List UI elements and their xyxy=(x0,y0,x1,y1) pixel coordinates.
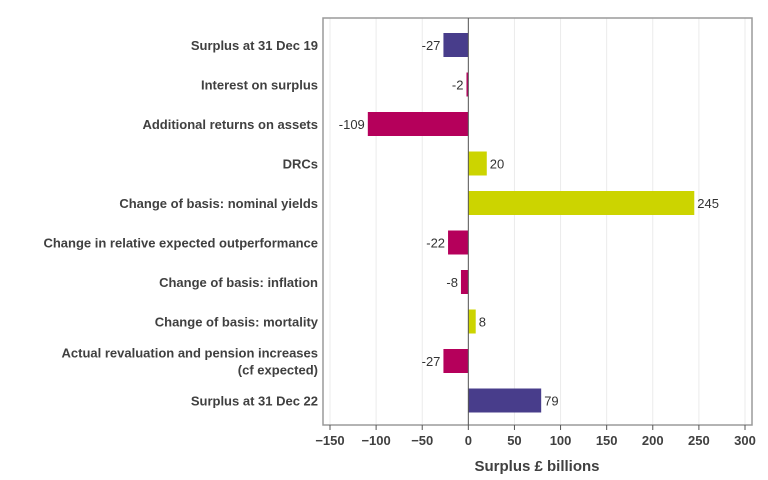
bar-2 xyxy=(367,112,469,136)
data-label-3: 20 xyxy=(490,157,504,172)
category-label-8-line-1: (cf expected) xyxy=(238,363,318,378)
grid-lines xyxy=(329,18,746,425)
category-label-4: Change of basis: nominal yields xyxy=(119,196,318,211)
bar-1 xyxy=(466,72,469,97)
data-label-6: -8 xyxy=(446,275,458,290)
data-label-1: -2 xyxy=(452,78,464,93)
category-label-8-line-0: Actual revaluation and pension increases xyxy=(62,346,318,361)
bar-9 xyxy=(468,388,542,413)
x-tick-label-7: 200 xyxy=(642,433,664,448)
x-tick-label-2: −50 xyxy=(411,433,433,448)
category-label-5: Change in relative expected outperforman… xyxy=(43,236,318,251)
x-axis-title: Surplus £ billions xyxy=(474,458,599,475)
x-tick-label-0: −150 xyxy=(315,433,344,448)
data-label-5: -22 xyxy=(426,236,445,251)
bar-4 xyxy=(468,191,695,215)
bar-0 xyxy=(443,33,469,57)
category-label-1: Interest on surplus xyxy=(201,78,318,93)
data-label-7: 8 xyxy=(479,315,486,330)
category-label-6: Change of basis: inflation xyxy=(159,275,318,290)
data-label-8: -27 xyxy=(422,354,441,369)
category-label-0: Surplus at 31 Dec 19 xyxy=(191,38,318,53)
data-label-2: -109 xyxy=(339,117,365,132)
x-tick-label-6: 150 xyxy=(596,433,618,448)
bar-5 xyxy=(448,230,469,255)
bar-8 xyxy=(443,349,469,373)
x-tick-label-1: −100 xyxy=(361,433,390,448)
data-labels: -27 -2 -109 20 245 -22 -8 8 -27 79 xyxy=(339,38,719,409)
bar-6 xyxy=(460,270,469,294)
x-axis-ticks: −150 −100 −50 0 50 100 150 200 250 300 xyxy=(315,425,756,448)
x-tick-label-4: 50 xyxy=(507,433,521,448)
category-label-3: DRCs xyxy=(283,157,318,172)
category-label-7: Change of basis: mortality xyxy=(155,315,319,330)
plot-area-border xyxy=(322,17,753,426)
x-tick-label-5: 100 xyxy=(550,433,572,448)
category-label-9: Surplus at 31 Dec 22 xyxy=(191,394,318,409)
bar-3 xyxy=(468,151,487,176)
bars xyxy=(367,33,695,413)
x-tick-label-8: 250 xyxy=(688,433,710,448)
category-label-2: Additional returns on assets xyxy=(142,117,318,132)
x-tick-label-3: 0 xyxy=(465,433,472,448)
category-labels: Surplus at 31 Dec 19 Interest on surplus A… xyxy=(43,38,318,409)
data-label-9: 79 xyxy=(544,394,558,409)
data-label-4: 245 xyxy=(697,196,719,211)
data-label-0: -27 xyxy=(422,38,441,53)
x-tick-label-9: 300 xyxy=(734,433,756,448)
bar-7 xyxy=(468,309,476,334)
